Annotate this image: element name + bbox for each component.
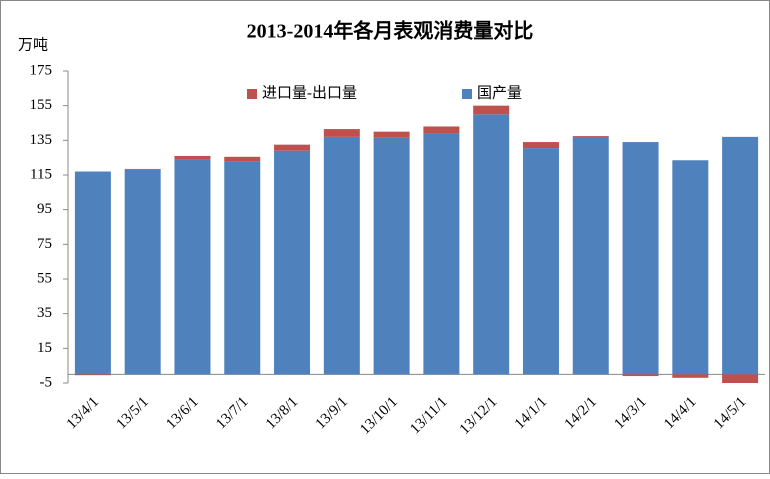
bar-segment [473, 114, 510, 375]
bar-segment [423, 126, 460, 134]
bar-segment [622, 374, 659, 377]
bar-segment [373, 137, 410, 375]
bar-segment [74, 374, 111, 376]
y-tick-label: -5 [40, 374, 53, 390]
y-tick-label: 35 [37, 305, 52, 321]
bar-segment [423, 133, 460, 375]
bar-segment [672, 374, 709, 378]
y-tick-label: 175 [30, 62, 53, 78]
bar-segment [473, 105, 510, 115]
legend-label: 进口量-出口量 [262, 84, 357, 101]
legend-swatch [247, 89, 257, 99]
bar-segment [274, 150, 311, 375]
bar-segment [672, 160, 709, 375]
bar-segment [224, 161, 261, 375]
bar-segment [274, 144, 311, 151]
chart-title: 2013-2014年各月表观消费量对比 [247, 19, 534, 43]
bar-segment [323, 129, 360, 137]
legend-label: 国产量 [477, 84, 522, 101]
bar-segment [722, 374, 759, 383]
bar-segment [74, 171, 111, 375]
bar-segment [522, 148, 559, 375]
y-tick-label: 135 [30, 132, 53, 148]
y-tick-label: 75 [37, 236, 52, 252]
y-tick-label: 155 [30, 97, 53, 113]
bar-segment [124, 169, 161, 375]
bar-segment [722, 136, 759, 375]
legend-swatch [462, 89, 472, 99]
bar-segment [124, 168, 161, 170]
bar-segment [522, 142, 559, 149]
bar-segment [622, 142, 659, 375]
bar-segment [572, 136, 609, 137]
y-axis-label: 万吨 [18, 36, 48, 53]
y-tick-label: 15 [37, 340, 52, 356]
bar-segment [174, 159, 211, 375]
y-tick-label: 95 [37, 201, 52, 217]
y-tick-label: 55 [37, 270, 52, 286]
bar-segment [174, 155, 211, 160]
bar-segment [373, 131, 410, 138]
bar-segment [572, 136, 609, 375]
bar-segment [323, 136, 360, 375]
bar-segment [224, 156, 261, 162]
y-tick-label: 115 [30, 166, 52, 182]
